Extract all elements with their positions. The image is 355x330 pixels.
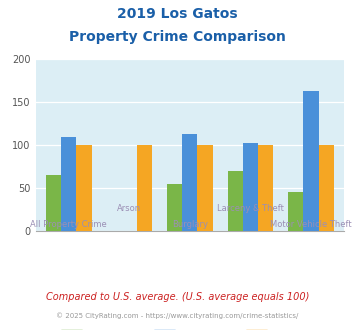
Bar (182, 134, 197, 231)
Bar (76, 145, 92, 231)
Bar (243, 143, 258, 231)
Text: Compared to U.S. average. (U.S. average equals 100): Compared to U.S. average. (U.S. average … (46, 292, 309, 302)
Text: All Property Crime: All Property Crime (31, 220, 107, 229)
Bar (167, 184, 182, 231)
Bar (137, 145, 152, 231)
Text: © 2025 CityRating.com - https://www.cityrating.com/crime-statistics/: © 2025 CityRating.com - https://www.city… (56, 312, 299, 318)
Text: Burglary: Burglary (172, 220, 208, 229)
Bar (61, 137, 76, 231)
Text: Motor Vehicle Theft: Motor Vehicle Theft (270, 220, 352, 229)
Bar (319, 145, 334, 231)
Text: Larceny & Theft: Larceny & Theft (217, 204, 284, 213)
Text: Property Crime Comparison: Property Crime Comparison (69, 30, 286, 44)
Bar (258, 145, 273, 231)
Text: Arson: Arson (117, 204, 141, 213)
Text: 2019 Los Gatos: 2019 Los Gatos (117, 7, 238, 20)
Bar (304, 91, 319, 231)
Legend: Los Gatos, California, National: Los Gatos, California, National (57, 325, 323, 330)
Bar (228, 171, 243, 231)
Bar (46, 175, 61, 231)
Bar (288, 192, 304, 231)
Bar (197, 145, 213, 231)
